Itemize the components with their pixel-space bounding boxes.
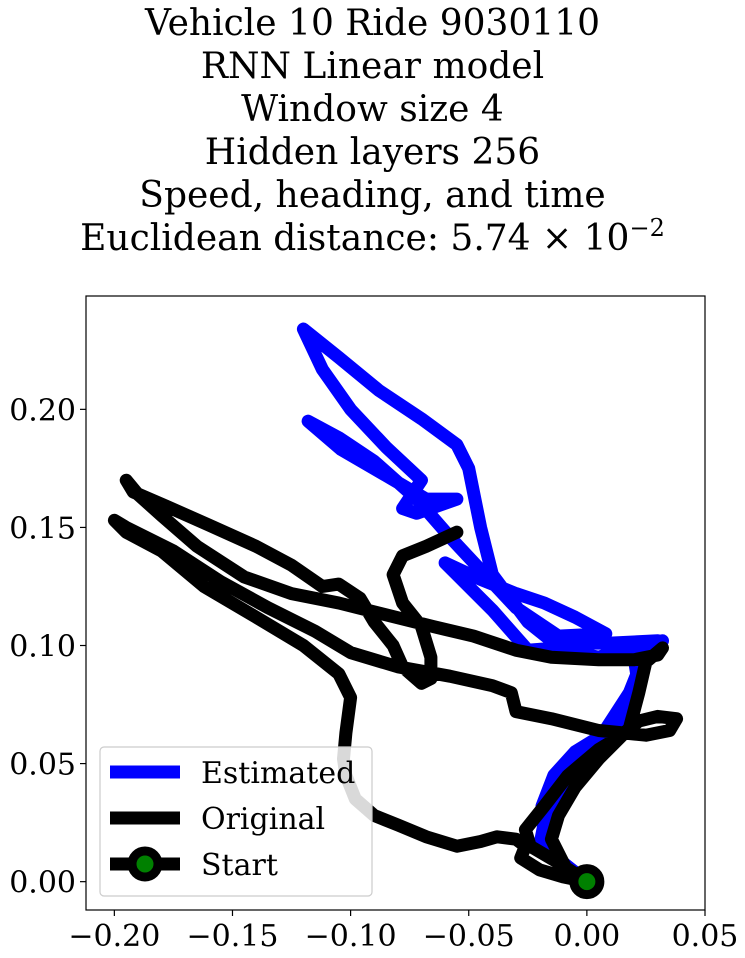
title-line-4: Hidden layers 256 (204, 132, 541, 173)
chart-title: Vehicle 10 Ride 9030110 RNN Linear model… (0, 2, 745, 260)
series-original-line (107, 473, 684, 889)
x-tick-label: −0.10 (305, 919, 397, 954)
y-tick-label: 0.05 (9, 748, 76, 783)
title-line-5: Speed, heading, and time (139, 175, 606, 216)
series-estimated-line (296, 322, 669, 889)
start-marker (569, 864, 605, 900)
y-tick-label: 0.15 (9, 511, 76, 546)
legend-label-start: Start (201, 848, 278, 883)
title-line-6-text: Euclidean distance: 5.74 × 10 (80, 218, 630, 259)
title-line-6: Euclidean distance: 5.74 × 10−2 (0, 214, 745, 260)
y-tick-label: 0.20 (9, 393, 76, 428)
x-tick-label: −0.05 (423, 919, 515, 954)
x-tick-label: 0.05 (672, 919, 739, 954)
axes-layer: −0.20 −0.15 −0.10 −0.05 0.00 0.05 0.00 0.05 0.10… (9, 295, 739, 954)
title-line-1: Vehicle 10 Ride 9030110 (144, 3, 601, 44)
legend-label-original: Original (201, 802, 325, 837)
title-line-2: RNN Linear model (200, 46, 545, 87)
x-tick-label: −0.15 (187, 919, 279, 954)
y-tick-label: 0.10 (9, 630, 76, 665)
legend: Estimated Original Start (99, 746, 373, 897)
y-tick-label: 0.00 (9, 866, 76, 901)
title-line-6-exponent: −2 (629, 214, 665, 242)
x-tick-label: 0.00 (553, 919, 620, 954)
plot-frame (85, 295, 706, 911)
x-tick-label: −0.20 (68, 919, 160, 954)
legend-label-estimated: Estimated (201, 756, 355, 791)
title-line-3: Window size 4 (241, 89, 504, 130)
legend-start-marker (127, 846, 163, 882)
series-layer (107, 322, 684, 900)
